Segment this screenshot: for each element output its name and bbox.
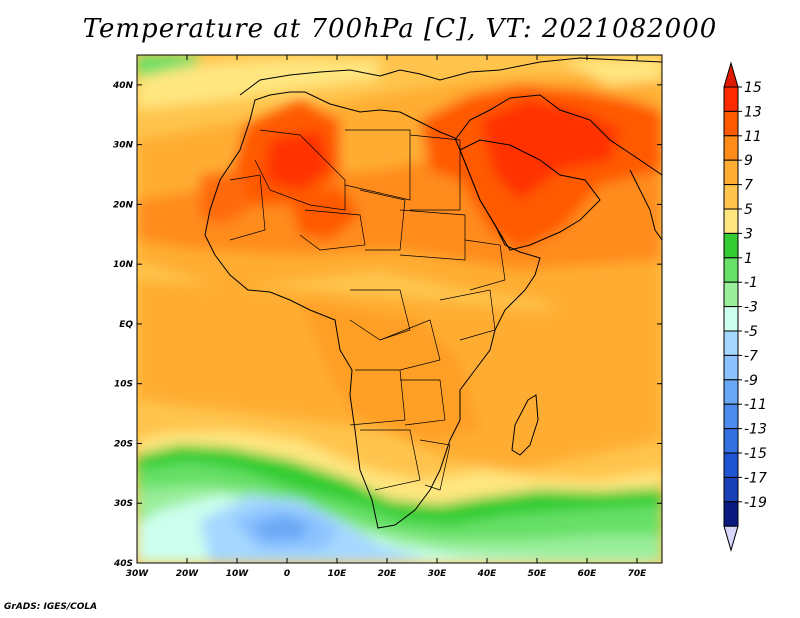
colorbar-label: 9: [744, 153, 753, 169]
map-title: Temperature at 700hPa [C], VT: 202108200…: [82, 14, 718, 44]
colorbar-swatch: [723, 476, 739, 503]
colorbar-label: 3: [744, 226, 753, 242]
x-tick-label: 30E: [428, 569, 448, 579]
y-tick-label: 20N: [113, 200, 134, 210]
colorbar-label: 15: [744, 80, 762, 96]
y-tick-label: EQ: [119, 320, 133, 330]
colorbar-label: -15: [744, 446, 767, 462]
y-tick-label: 40S: [113, 559, 133, 569]
colorbar-label: -11: [744, 397, 767, 413]
colorbar-bottom-arrow: [723, 525, 739, 552]
colorbar-swatch: [723, 379, 739, 405]
coastlines: [204, 57, 662, 529]
y-axis: 40N 30N 20N 10N EQ 10S 20S 30S 40S: [112, 81, 662, 569]
y-tick-label: 20S: [114, 439, 133, 449]
colorbar: 15 13 11 9 7 5 3 1 -1 -3 -5 -7 -9 -11 -13 -15 -17 -19: [723, 61, 767, 552]
colorbar-swatch: [723, 428, 739, 454]
x-tick-label: 40E: [477, 569, 498, 579]
colorbar-swatch: [723, 159, 739, 186]
temperature-field: [137, 55, 662, 563]
x-tick-label: 60E: [578, 569, 598, 579]
colorbar-swatch: [723, 86, 739, 112]
y-tick-label: 30N: [113, 141, 134, 151]
colorbar-swatch: [723, 354, 739, 381]
x-tick-label: 10E: [328, 569, 348, 579]
colorbar-label: -7: [744, 348, 758, 364]
y-tick-label: 10S: [114, 380, 133, 390]
x-tick-label: 30W: [126, 569, 150, 579]
colorbar-label: -3: [744, 300, 758, 316]
colorbar-swatch: [723, 403, 739, 430]
colorbar-label: 13: [744, 104, 762, 120]
colorbar-label: 11: [744, 129, 762, 145]
colorbar-swatch: [723, 184, 739, 210]
colorbar-swatch: [723, 232, 739, 259]
y-tick-label: 30S: [114, 499, 133, 509]
colorbar-swatch: [723, 135, 739, 161]
colorbar-swatch: [723, 306, 739, 332]
colorbar-label: -9: [744, 373, 758, 389]
plot-frame: [136, 54, 663, 564]
x-tick-label: 10W: [226, 569, 250, 579]
colorbar-swatch: [723, 452, 739, 478]
x-tick-label: 0: [284, 569, 290, 579]
colorbar-swatch: [723, 330, 739, 356]
colorbar-label: 7: [744, 178, 753, 194]
colorbar-swatch: [723, 208, 739, 234]
colorbar-label: -13: [744, 422, 767, 438]
colorbar-swatch: [723, 501, 739, 527]
x-tick-label: 70E: [628, 569, 648, 579]
x-tick-label: 20E: [378, 569, 398, 579]
colorbar-label: -17: [744, 470, 767, 486]
x-tick-label: 20W: [176, 569, 200, 579]
credit-label: GrADS: IGES/COLA: [4, 602, 98, 612]
colorbar-label: -1: [744, 275, 758, 291]
colorbar-label: 5: [744, 202, 753, 218]
x-axis: 30W 20W 10W 0 10E 20E 30E 40E 50E 60E 70E: [126, 55, 647, 579]
colorbar-top-arrow: [723, 61, 739, 88]
y-tick-label: 40N: [112, 81, 134, 91]
colorbar-swatch: [723, 281, 739, 308]
colorbar-label: -19: [744, 495, 767, 511]
colorbar-swatch: [723, 257, 739, 283]
colorbar-label: -5: [744, 324, 758, 340]
x-tick-label: 50E: [528, 569, 548, 579]
y-tick-label: 10N: [113, 260, 134, 270]
country-borders: [229, 129, 506, 491]
colorbar-label: 1: [744, 251, 753, 267]
colorbar-swatch: [723, 110, 739, 137]
